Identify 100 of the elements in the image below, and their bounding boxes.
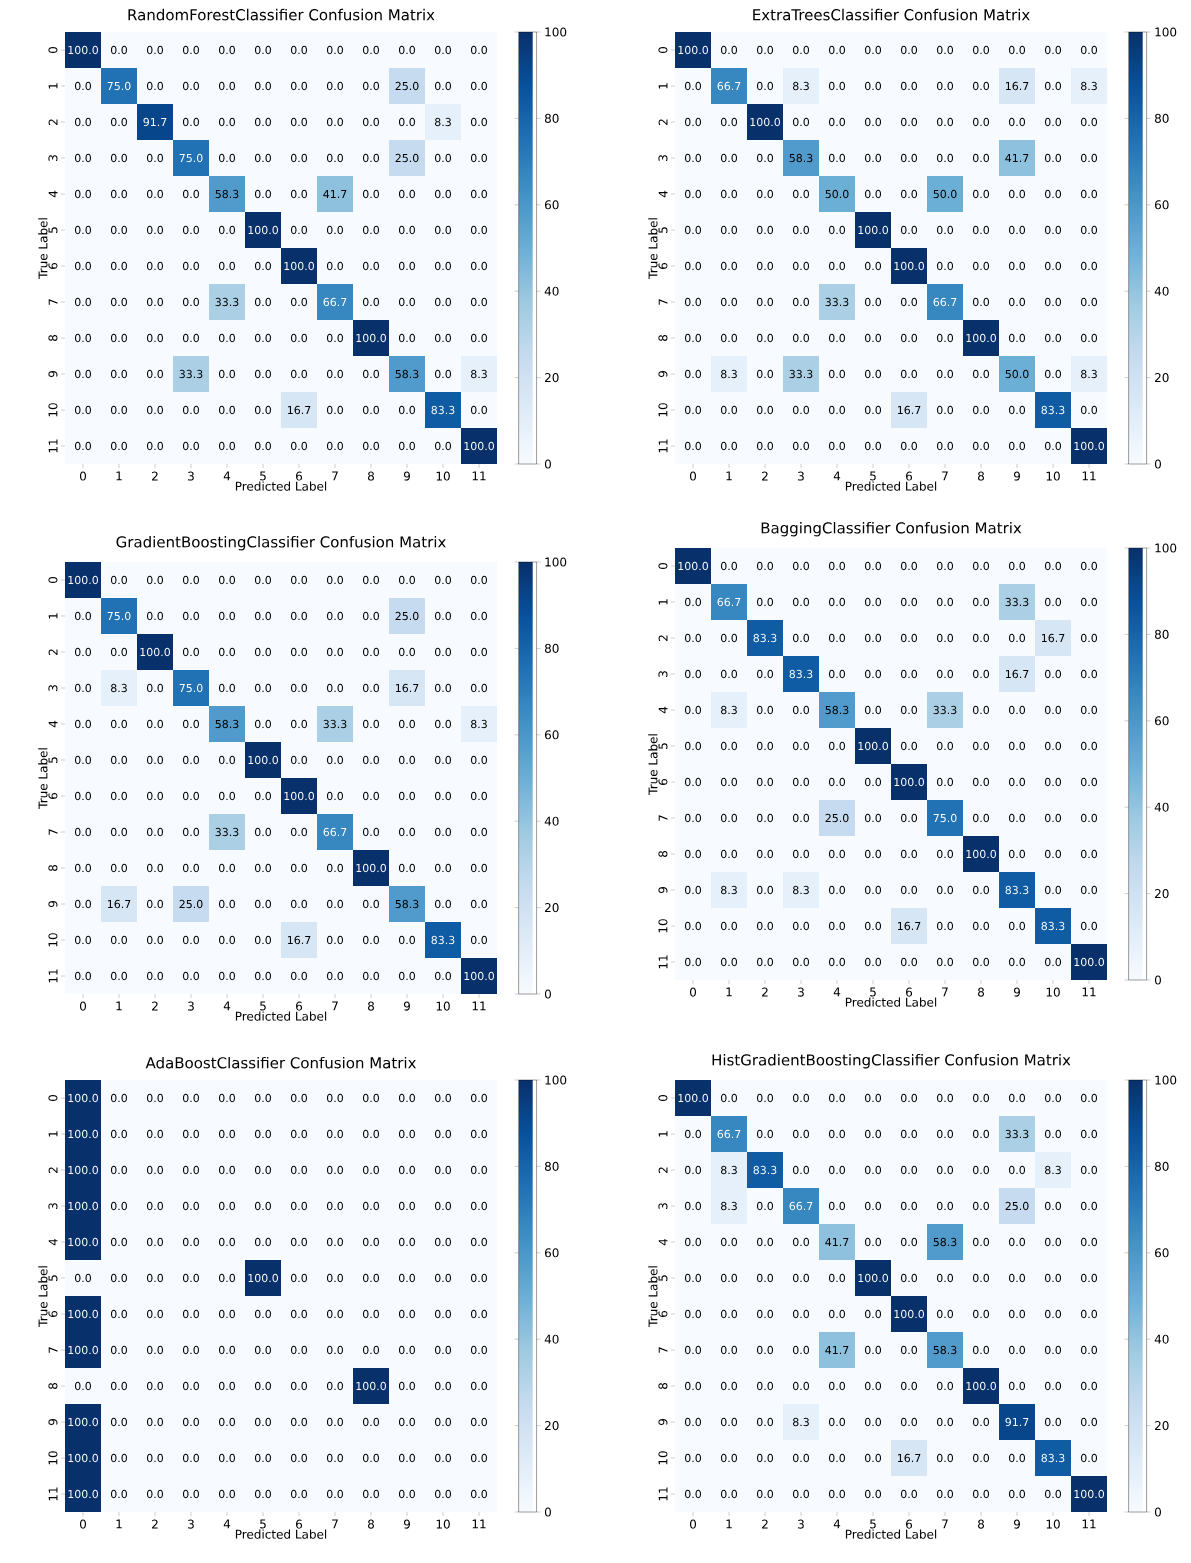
data-label: 0.0 [110,189,128,199]
data-label: 0.0 [684,369,702,379]
data-label: 0.0 [182,1309,200,1319]
data-label: 0.0 [1080,1129,1098,1139]
data-label: 0.0 [864,813,882,823]
data-label: 0.0 [1044,741,1062,751]
data-label: 0.0 [362,81,380,91]
data-label: 0.0 [756,405,774,415]
data-label: 0.0 [1080,1309,1098,1319]
data-label: 0.0 [684,885,702,895]
data-label: 0.0 [74,863,92,873]
data-label: 66.7 [717,1129,741,1139]
data-label: 0.0 [720,561,738,571]
data-label: 0.0 [684,1165,702,1175]
x-tick-label: 2 [152,471,158,481]
data-label: 0.0 [1044,1309,1062,1319]
data-label: 100.0 [894,777,925,787]
data-label: 0.0 [1080,405,1098,415]
x-tick-label: 5 [870,987,876,997]
x-tick-label: 4 [833,987,841,997]
data-label: 0.0 [720,921,738,931]
data-label: 0.0 [1044,117,1062,127]
data-label: 0.0 [398,261,416,271]
data-label: 75.0 [179,153,203,163]
data-label: 0.0 [290,441,308,451]
data-label: 0.0 [900,1273,918,1283]
data-label: 0.0 [218,81,236,91]
data-label: 0.0 [362,899,380,909]
data-label: 0.0 [254,1093,272,1103]
data-label: 0.0 [182,575,200,585]
data-label: 0.0 [936,1129,954,1139]
y-axis-title: True Label [648,218,658,279]
data-label: 0.0 [900,1165,918,1175]
data-label: 0.0 [470,827,488,837]
data-label: 0.0 [720,669,738,679]
data-label: 0.0 [218,1453,236,1463]
x-axis-title: Predicted Label [235,481,327,491]
y-tick-label: 8 [658,335,668,342]
y-tick-label: 4 [658,706,668,714]
data-label: 33.3 [215,827,239,837]
data-label: 0.0 [1044,1201,1062,1211]
data-label: 0.0 [434,81,452,91]
data-label: 0.0 [684,849,702,859]
data-label: 83.3 [1005,885,1029,895]
data-label: 100.0 [858,225,889,235]
x-tick-label: 10 [1046,471,1060,481]
data-label: 50.0 [933,189,957,199]
data-label: 0.0 [290,575,308,585]
data-label: 0.0 [972,813,990,823]
data-label: 0.0 [720,1345,738,1355]
data-label: 0.0 [290,863,308,873]
y-axis-title: True Label [38,748,48,809]
data-label: 100.0 [284,791,314,801]
data-label: 16.7 [395,683,419,693]
data-label: 0.0 [720,117,738,127]
data-label: 0.0 [1044,297,1062,307]
chart-title: ExtraTreesClassifier Confusion Matrix [753,8,1030,21]
data-label: 0.0 [684,1345,702,1355]
data-label: 0.0 [218,261,236,271]
data-label: 0.0 [74,297,92,307]
data-label: 0.0 [290,81,308,91]
y-tick-label: 0 [48,46,58,54]
data-label: 0.0 [146,297,164,307]
x-tick-label: 10 [436,1519,450,1529]
data-label: 100.0 [356,333,386,343]
data-label: 0.0 [756,1201,774,1211]
data-label: 0.0 [218,935,236,945]
data-label: 0.0 [254,441,272,451]
data-label: 0.0 [900,741,918,751]
data-label: 0.0 [218,1345,236,1355]
data-label: 0.0 [74,611,92,621]
data-label: 0.0 [398,1093,416,1103]
data-label: 91.7 [1005,1417,1029,1427]
data-label: 0.0 [434,1417,452,1427]
data-label: 0.0 [684,297,702,307]
data-label: 0.0 [218,647,236,657]
data-label: 0.0 [182,441,200,451]
x-tick-label: 10 [1046,987,1060,997]
y-tick-label: 1 [658,1131,668,1137]
data-label: 0.0 [792,561,810,571]
data-label: 0.0 [362,1237,380,1247]
color-bar-label: 80 [544,1161,559,1171]
data-label: 0.0 [720,189,738,199]
data-label: 0.0 [720,1453,738,1463]
data-label: 100.0 [248,1273,278,1283]
data-label: 75.0 [107,81,131,91]
data-label: 0.0 [218,755,236,765]
color-bar-label: 40 [544,816,559,826]
data-label: 16.7 [897,921,921,931]
x-tick-label: 0 [689,1519,697,1529]
data-label: 0.0 [290,647,308,657]
data-label: 0.0 [398,297,416,307]
data-label: 0.0 [720,1309,738,1319]
data-label: 0.0 [792,597,810,607]
color-bar-label: 100 [1155,1075,1177,1085]
data-label: 0.0 [398,45,416,55]
data-label: 0.0 [828,597,846,607]
data-label: 0.0 [470,647,488,657]
data-label: 0.0 [1044,1381,1062,1391]
data-label: 0.0 [720,957,738,967]
